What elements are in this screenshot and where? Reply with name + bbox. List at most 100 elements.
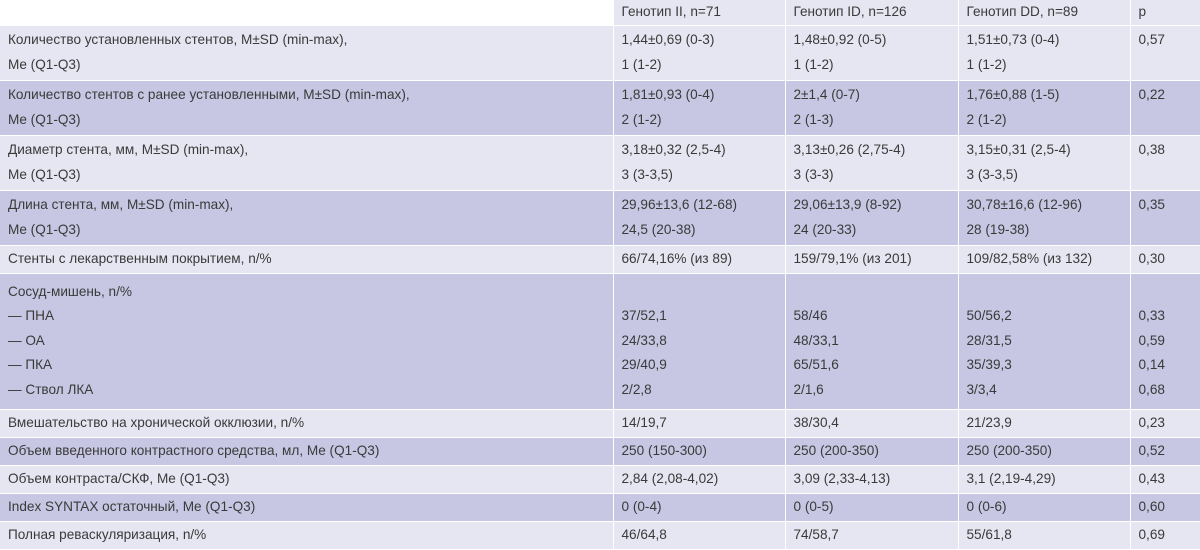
genotype-ii-cell: 250 (150-300) <box>613 437 786 466</box>
genotype-dd-cell: 1,76±0,88 (1-5) 2 (1-2) <box>958 80 1131 136</box>
table-row: Index SYNTAX остаточный, Me (Q1-Q3) 0 (0-… <box>0 493 1200 522</box>
cell-line: Me (Q1-Q3) <box>8 111 81 127</box>
cell-line: 58/46 <box>793 308 828 324</box>
p-value-cell: 0,35 <box>1130 190 1200 246</box>
row-label-cell: Полная реваскуляризация, n/% <box>0 521 614 550</box>
cell-line: 2,84 (2,08-4,02) <box>621 471 719 487</box>
p-value-cell: 0,38 <box>1130 135 1200 191</box>
cell-line <box>967 280 1130 305</box>
cell-line: 0,52 <box>1138 442 1165 458</box>
cell-line: 159/79,1% (из 201) <box>793 250 912 266</box>
cell-line: 3,1 (2,19-4,29) <box>966 471 1056 487</box>
cell-line: 0,22 <box>1138 87 1165 103</box>
row-label-cell: Index SYNTAX остаточный, Me (Q1-Q3) <box>0 493 614 522</box>
cell-line: 0,68 <box>1138 381 1165 397</box>
row-label-cell: Объем контраста/СКФ, Me (Q1-Q3) <box>0 465 614 494</box>
cell-line: Количество стентов с ранее установленным… <box>8 87 410 103</box>
cell-line: 0,14 <box>1138 357 1165 373</box>
genotype-dd-cell: 30,78±16,6 (12-96) 28 (19-38) <box>958 190 1131 246</box>
genotype-ii-cell: 66/74,16% (из 89) <box>613 245 786 274</box>
cell-line: 3 (3-3,5) <box>966 166 1018 182</box>
cell-line: 0,69 <box>1138 527 1165 543</box>
cell-line: 250 (200-350) <box>966 442 1052 458</box>
cell-line: 29,96±13,6 (12-68) <box>621 197 738 213</box>
genotype-id-cell: 1,48±0,92 (0-5) 1 (1-2) <box>785 25 959 81</box>
cell-line <box>1139 280 1200 305</box>
table-row: Диаметр стента, мм, M±SD (min-max), Me (Q… <box>0 135 1200 191</box>
genotype-ii-cell: 3,18±0,32 (2,5-4) 3 (3-3,5) <box>613 135 786 191</box>
genotype-ii-cell: 37/52,1 24/33,8 29/40,9 2/2,8 <box>613 273 786 410</box>
cell-line: 38/30,4 <box>793 414 839 430</box>
cell-line: Диаметр стента, мм, M±SD (min-max), <box>8 142 249 158</box>
p-value-cell: 0,43 <box>1130 465 1200 494</box>
genotype-dd-cell: 55/61,8 <box>958 521 1131 550</box>
cell-line: 250 (150-300) <box>621 442 707 458</box>
row-label-cell: Длина стента, мм, M±SD (min-max), Me (Q1-… <box>0 190 614 246</box>
cell-line: 2 (1-2) <box>966 111 1007 127</box>
genotype-id-cell: 3,09 (2,33-4,13) <box>785 465 959 494</box>
cell-line <box>1139 108 1200 133</box>
cell-line: 0,59 <box>1138 332 1165 348</box>
p-value-cell: 0,30 <box>1130 245 1200 274</box>
p-value-cell: 0,69 <box>1130 521 1200 550</box>
cell-line: — ПКА <box>8 357 53 373</box>
row-label-cell: Сосуд-мишень, n/% — ПНА — ОА — ПКА — Ствол Л… <box>0 273 614 410</box>
cell-line: 0 (0-5) <box>793 499 834 515</box>
genotype-ii-cell: 29,96±13,6 (12-68) 24,5 (20-38) <box>613 190 786 246</box>
cell-line: 2/2,8 <box>621 381 652 397</box>
cell-line: 0,38 <box>1138 142 1165 158</box>
cell-line: Me (Q1-Q3) <box>8 56 81 72</box>
genotype-id-cell: 159/79,1% (из 201) <box>785 245 959 274</box>
genotype-ii-cell: 2,84 (2,08-4,02) <box>613 465 786 494</box>
row-label-cell: Диаметр стента, мм, M±SD (min-max), Me (Q… <box>0 135 614 191</box>
table-row: Полная реваскуляризация, n/% 46/64,8 74/58… <box>0 521 1200 550</box>
header-row: Генотип II, n=71 Генотип ID, n=126 Генот… <box>0 0 1200 26</box>
cell-line: 1,44±0,69 (0-3) <box>621 32 715 48</box>
header-cell-label <box>0 0 614 26</box>
cell-line: — ПНА <box>8 308 55 324</box>
cell-line: 29,06±13,9 (8-92) <box>793 197 902 213</box>
genotype-id-cell: 29,06±13,9 (8-92) 24 (20-33) <box>785 190 959 246</box>
cell-line <box>1139 53 1200 78</box>
cell-line: 66/74,16% (из 89) <box>621 250 733 266</box>
cell-line: 3 (3-3) <box>793 166 834 182</box>
table-row: Объем введенного контрастного средства, … <box>0 437 1200 466</box>
cell-line: 24,5 (20-38) <box>621 221 696 237</box>
cell-line: 0 (0-4) <box>621 499 662 515</box>
cell-line: — ОА <box>8 332 45 348</box>
table-row: Количество стентов с ранее установленным… <box>0 80 1200 136</box>
cell-line: 28 (19-38) <box>966 221 1030 237</box>
genotype-dd-cell: 0 (0-6) <box>958 493 1131 522</box>
table-row: Количество установленных стентов, M±SD (… <box>0 25 1200 81</box>
p-value-cell: 0,57 <box>1130 25 1200 81</box>
cell-line <box>1139 163 1200 188</box>
genotype-ii-cell: 1,81±0,93 (0-4) 2 (1-2) <box>613 80 786 136</box>
cell-line: 250 (200-350) <box>793 442 879 458</box>
cell-line: 37/52,1 <box>621 308 667 324</box>
cell-line: Сосуд-мишень, n/% <box>8 283 132 299</box>
genotype-dd-cell: 21/23,9 <box>958 409 1131 438</box>
cell-line: Полная реваскуляризация, n/% <box>8 527 207 543</box>
cell-line <box>794 280 958 305</box>
cell-line: 0,57 <box>1138 32 1165 48</box>
cell-line: Объем введенного контрастного средства, … <box>8 442 380 458</box>
row-label-cell: Объем введенного контрастного средства, … <box>0 437 614 466</box>
cell-line: 0,23 <box>1138 414 1165 430</box>
cell-line: 0,35 <box>1138 197 1165 213</box>
genotype-dd-cell: 1,51±0,73 (0-4) 1 (1-2) <box>958 25 1131 81</box>
cell-line: Me (Q1-Q3) <box>8 166 81 182</box>
cell-line: Вмешательство на хронической окклюзии, n… <box>8 414 305 430</box>
cell-line: 3,18±0,32 (2,5-4) <box>621 142 726 158</box>
genotype-id-cell: 74/58,7 <box>785 521 959 550</box>
cell-line: 0,33 <box>1138 308 1165 324</box>
genotype-id-cell: 2±1,4 (0-7) 2 (1-3) <box>785 80 959 136</box>
p-value-cell: 0,60 <box>1130 493 1200 522</box>
cell-line: Количество установленных стентов, M±SD (… <box>8 32 348 48</box>
cell-line: 0,60 <box>1138 499 1165 515</box>
row-label-cell: Стенты с лекарственным покрытием, n/% <box>0 245 614 274</box>
cell-line: 3,13±0,26 (2,75-4) <box>793 142 906 158</box>
cell-line: 50/56,2 <box>966 308 1012 324</box>
cell-line <box>1139 218 1200 243</box>
cell-line: 30,78±16,6 (12-96) <box>966 197 1083 213</box>
cell-line <box>622 280 785 305</box>
